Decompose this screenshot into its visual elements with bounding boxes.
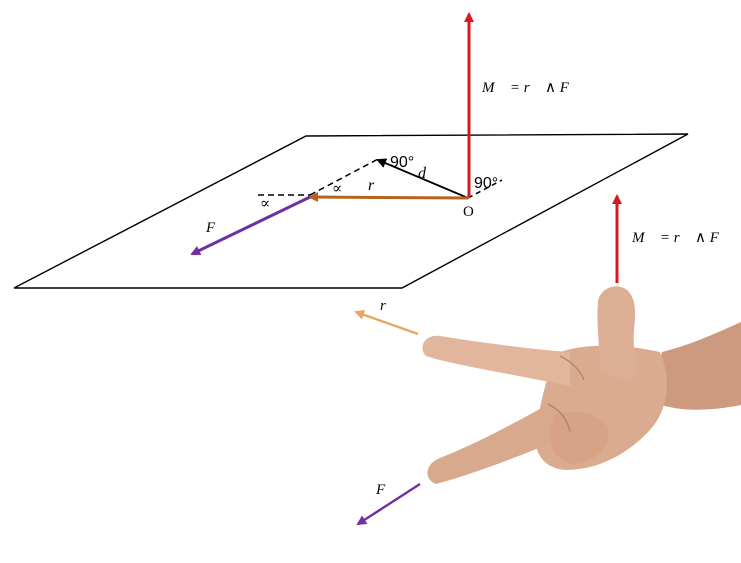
lever-arm-d [376, 158, 469, 199]
plane [13, 133, 689, 289]
moment-label-hand: M⃗ = r⃗ ∧ F⃗ [631, 230, 731, 246]
f-vector [190, 195, 311, 256]
hand-r-arrow [354, 309, 419, 336]
hand-f-arrow [356, 482, 421, 526]
alpha-label-lower: ∝ [260, 196, 270, 212]
moment-label-top: M⃗ = r⃗ ∧ F⃗ [481, 80, 581, 96]
hand-f-label: F⃗ [375, 482, 397, 498]
origin-label: O [463, 204, 474, 220]
angle-label-O: 90° [474, 175, 498, 192]
f-label: F⃗ [205, 220, 227, 236]
r-vector [308, 192, 469, 203]
hand-r-label: r⃗ [380, 298, 398, 314]
alpha-label-upper: ∝ [332, 181, 342, 197]
angle-label-d: 90° [390, 154, 414, 171]
dashed-line-at-O [467, 179, 503, 199]
right-hand-illustration [422, 286, 741, 484]
dashed-force-line [309, 157, 381, 196]
d-label: d [418, 165, 427, 182]
r-label: r⃗ [368, 177, 387, 194]
